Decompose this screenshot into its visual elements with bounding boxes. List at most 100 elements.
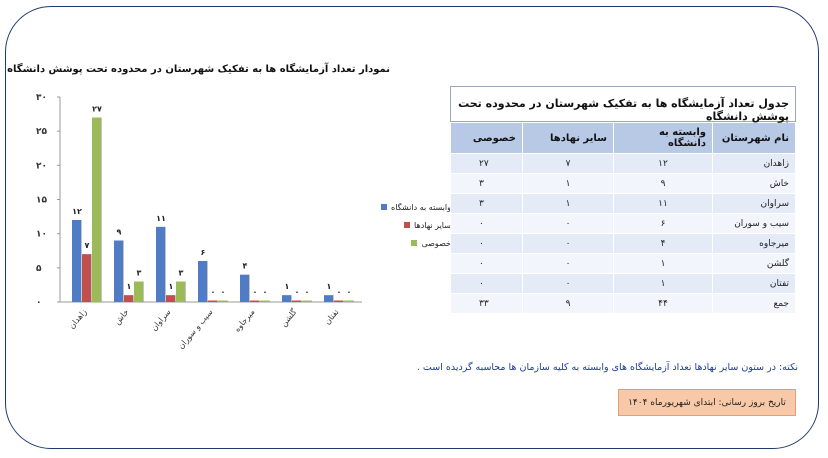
- y-tick-label: ۲۰: [36, 161, 47, 171]
- y-tick-label: ۱۵: [36, 196, 47, 206]
- bar: [156, 226, 165, 302]
- table-cell: ۰: [450, 273, 523, 294]
- data-label: ۱: [285, 282, 290, 291]
- data-label: ۱۱: [156, 214, 166, 223]
- table-cell: تفتان: [712, 273, 796, 294]
- table-row: سراوان ۱۱ ۱ ۳: [450, 193, 796, 214]
- legend-label: خصوصی: [421, 238, 451, 248]
- table-cell: ۹: [522, 293, 614, 314]
- table-row: گلشن ۱ ۰ ۰: [450, 253, 796, 274]
- x-tick-label: زاهدان: [67, 307, 89, 330]
- legend-item: وابسته به دانشگاه: [381, 198, 451, 216]
- table-cell: ۳۳: [450, 293, 523, 314]
- data-label: ۳: [179, 269, 184, 278]
- data-label: ۶: [201, 248, 206, 257]
- bar: [218, 300, 227, 302]
- update-date-badge: تاریخ بروز رسانی: ابتدای شهریورماه ۱۴۰۴: [618, 389, 796, 416]
- table-row: سیب و سوران ۶ ۰ ۰: [450, 213, 796, 234]
- data-label: ۰: [305, 288, 310, 297]
- table-header-row: نام شهرستان وابسته به دانشگاه سایر نهادها خ…: [450, 122, 796, 154]
- data-label: ۱۲: [72, 207, 82, 216]
- table-cell: ۰: [450, 213, 523, 234]
- legend-swatch: [404, 222, 411, 228]
- table-cell: ۱: [613, 273, 713, 294]
- bar: [134, 281, 143, 302]
- table-cell: ۷: [522, 153, 614, 174]
- table-row: تفتان ۱ ۰ ۰: [450, 273, 796, 294]
- bar: [240, 274, 249, 302]
- data-label: ۰: [263, 288, 268, 297]
- table-cell: سیب و سوران: [712, 213, 796, 234]
- x-tick-label: سراوان: [149, 307, 172, 332]
- bar: [250, 300, 259, 302]
- table-cell: میرجاوه: [712, 233, 796, 254]
- column-header: سایر نهادها: [522, 122, 614, 154]
- table-cell: ۰: [450, 253, 523, 274]
- data-label: ۳: [137, 269, 142, 278]
- bar: [302, 300, 311, 302]
- bar: [334, 300, 343, 302]
- data-label: ۱: [327, 282, 332, 291]
- data-label: ۲۷: [92, 105, 102, 114]
- table-cell: ۱۱: [613, 193, 713, 214]
- data-label: ۹: [117, 228, 122, 237]
- x-tick-label: تفتان: [323, 308, 341, 327]
- table-cell: ۰: [522, 233, 614, 254]
- legend-item: سایر نهادها: [381, 216, 451, 234]
- table-cell: ۹: [613, 173, 713, 194]
- table-cell: ۲۷: [450, 153, 523, 174]
- bar: [324, 295, 333, 302]
- data-label: ۱: [169, 282, 174, 291]
- data-label: ۰: [221, 288, 226, 297]
- table-title: جدول تعداد آزمایشگاه ها به تفکیک شهرستان…: [450, 86, 796, 123]
- y-tick-label: ۵: [36, 264, 42, 274]
- table-cell: ۶: [613, 213, 713, 234]
- bar: [72, 220, 81, 302]
- footnote: نکته: در ستون سایر نهادها تعداد آزمایشگا…: [416, 362, 798, 373]
- table-cell: ۱: [522, 173, 614, 194]
- bar: [166, 295, 175, 302]
- y-tick-label: ۳۰: [36, 93, 47, 103]
- labs-table: جدول تعداد آزمایشگاه ها به تفکیک شهرستان…: [450, 86, 796, 314]
- bar: [208, 300, 217, 302]
- column-header: نام شهرستان: [712, 122, 796, 154]
- legend-label: سایر نهادها: [414, 220, 451, 230]
- table-cell: خاش: [712, 173, 796, 194]
- table-cell: زاهدان: [712, 153, 796, 174]
- table-row: جمع ۴۴ ۹ ۳۳: [450, 293, 796, 314]
- table-cell: ۱: [522, 193, 614, 214]
- bar: [82, 254, 91, 302]
- bar-chart: ۰۵۱۰۱۵۲۰۲۵۳۰۱۲۷۲۷زاهدان۹۱۳خاش۱۱۱۳سراوان۶…: [36, 93, 362, 351]
- data-label: ۰: [295, 288, 300, 297]
- column-header: خصوصی: [450, 122, 523, 154]
- table-cell: ۱۲: [613, 153, 713, 174]
- table-row: میرجاوه ۴ ۰ ۰: [450, 233, 796, 254]
- data-label: ۰: [347, 288, 352, 297]
- table-cell: ۰: [450, 233, 523, 254]
- x-tick-label: میرجاوه: [233, 308, 257, 334]
- legend-swatch: [381, 204, 387, 210]
- legend-swatch: [411, 240, 418, 246]
- table-cell: ۴۴: [613, 293, 713, 314]
- table-row: خاش ۹ ۱ ۳: [450, 173, 796, 194]
- table-cell: ۱: [613, 253, 713, 274]
- y-tick-label: ۲۵: [36, 127, 47, 137]
- chart-title: نمودار تعداد آزمایشگاه ها به تفکیک شهرست…: [7, 64, 390, 75]
- x-tick-label: خاش: [113, 307, 131, 326]
- table-cell: ۳: [450, 193, 523, 214]
- x-tick-label: گلشن: [278, 307, 298, 329]
- chart-legend: وابسته به دانشگاه سایر نهادها خصوصی: [381, 198, 451, 252]
- bar: [198, 261, 207, 302]
- data-label: ۰: [253, 288, 258, 297]
- bar: [260, 300, 269, 302]
- column-header: وابسته به دانشگاه: [613, 122, 713, 154]
- table-cell: جمع: [712, 293, 796, 314]
- table-cell: سراوان: [712, 193, 796, 214]
- bar: [124, 295, 133, 302]
- bar: [282, 295, 291, 302]
- data-label: ۷: [85, 241, 90, 250]
- table-body: زاهدان ۱۲ ۷ ۲۷ خاش ۹ ۱ ۳ سراوان ۱۱ ۱ ۳ سیب و سوران ۶ ۰…: [450, 153, 796, 314]
- data-label: ۰: [211, 288, 216, 297]
- table-cell: ۰: [522, 213, 614, 234]
- table-cell: ۰: [522, 273, 614, 294]
